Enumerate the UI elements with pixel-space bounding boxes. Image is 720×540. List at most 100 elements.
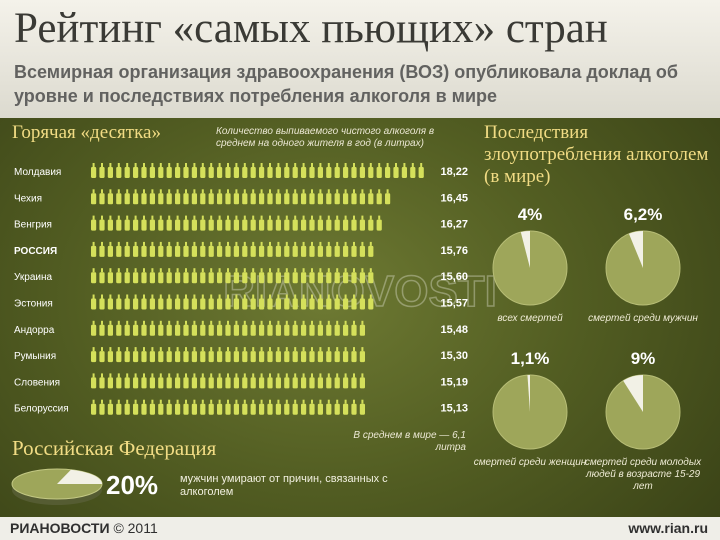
bottle-icon bbox=[133, 403, 139, 415]
bottle-icon bbox=[292, 377, 298, 389]
bottle-icon bbox=[200, 351, 206, 363]
world-average-note: В среднем в мире — 6,1 литра bbox=[353, 430, 466, 453]
bottle-neck-icon bbox=[185, 163, 187, 167]
bottle-icon bbox=[242, 351, 248, 363]
bottle-icon bbox=[91, 272, 97, 284]
bottle-icon bbox=[351, 245, 357, 257]
bottle-neck-icon bbox=[143, 373, 145, 378]
bottle-icon bbox=[317, 351, 323, 363]
bottle-neck-icon bbox=[92, 347, 95, 352]
bottle-neck-icon bbox=[227, 241, 229, 246]
bottle-icon bbox=[149, 351, 155, 363]
bottle-neck-icon bbox=[235, 215, 238, 220]
bottle-icon bbox=[166, 324, 172, 336]
bottle-neck-icon bbox=[353, 189, 355, 194]
bottle-neck-icon bbox=[218, 241, 221, 246]
bottle-neck-icon bbox=[311, 373, 313, 378]
pie-slice bbox=[628, 231, 643, 268]
bottle-neck-icon bbox=[336, 399, 339, 404]
bottle-icon bbox=[317, 167, 323, 178]
bottle-neck-icon bbox=[134, 189, 137, 194]
bottle-neck-icon bbox=[193, 347, 196, 352]
bottle-neck-icon bbox=[285, 320, 288, 325]
bottle-icon bbox=[359, 298, 365, 310]
bottle-neck-icon bbox=[302, 215, 305, 220]
bottle-icon bbox=[343, 324, 349, 336]
bottle-icon bbox=[284, 351, 290, 363]
bottle-neck-icon bbox=[134, 347, 137, 352]
bottle-icon bbox=[250, 324, 256, 336]
footer: РИАНОВОСТИ © 2011 www.rian.ru bbox=[0, 517, 720, 540]
bottle-neck-icon bbox=[252, 241, 255, 246]
bottle-neck-icon bbox=[117, 373, 120, 378]
bottle-icon bbox=[183, 403, 189, 415]
bottle-icon bbox=[275, 298, 281, 310]
bottle-icon bbox=[217, 298, 223, 310]
bottle-icon bbox=[99, 219, 105, 231]
pie-value-label: 6,2% bbox=[623, 205, 663, 224]
bottle-icon bbox=[191, 351, 197, 363]
bottle-icon bbox=[242, 245, 248, 257]
top-ten-heading: Горячая «десятка» bbox=[12, 122, 161, 143]
bottle-neck-icon bbox=[176, 268, 179, 273]
pie-slice bbox=[520, 231, 530, 268]
bottle-neck-icon bbox=[176, 215, 179, 220]
bottle-icon bbox=[267, 298, 273, 310]
bottle-icon bbox=[208, 324, 214, 336]
footer-url[interactable]: www.rian.ru bbox=[628, 520, 708, 536]
bottle-neck-icon bbox=[159, 294, 162, 299]
bottle-icon bbox=[183, 298, 189, 310]
bottle-neck-icon bbox=[151, 215, 154, 220]
bottle-icon bbox=[233, 245, 239, 257]
bottle-neck-icon bbox=[361, 399, 364, 404]
bottle-neck-icon bbox=[336, 189, 339, 194]
bottle-icon bbox=[309, 167, 315, 178]
bottle-icon bbox=[217, 245, 223, 257]
bottle-icon bbox=[158, 403, 164, 415]
bottle-neck-icon bbox=[201, 373, 204, 378]
bottle-neck-icon bbox=[176, 294, 179, 299]
bottle-icon bbox=[116, 298, 122, 310]
country-label: Румыния bbox=[14, 351, 56, 362]
bottle-neck-icon bbox=[319, 189, 322, 194]
bottle-neck-icon bbox=[344, 163, 347, 167]
bottle-neck-icon bbox=[168, 268, 171, 273]
bottle-neck-icon bbox=[218, 215, 221, 220]
bottle-icon bbox=[334, 298, 340, 310]
bottle-icon bbox=[175, 403, 181, 415]
bottle-neck-icon bbox=[117, 294, 120, 299]
bottle-neck-icon bbox=[311, 294, 313, 299]
bottle-icon bbox=[107, 324, 113, 336]
bottle-neck-icon bbox=[353, 399, 355, 404]
bottle-neck-icon bbox=[336, 268, 339, 273]
bottle-neck-icon bbox=[218, 294, 221, 299]
value-label: 16,45 bbox=[440, 192, 468, 204]
bottle-neck-icon bbox=[168, 189, 171, 194]
bottle-icon bbox=[359, 403, 365, 415]
bottle-neck-icon bbox=[361, 189, 364, 194]
bottle-icon bbox=[91, 377, 97, 389]
bottle-neck-icon bbox=[151, 294, 154, 299]
bottle-neck-icon bbox=[336, 347, 339, 352]
bottle-neck-icon bbox=[285, 347, 288, 352]
bottle-neck-icon bbox=[159, 347, 162, 352]
country-label: Украина bbox=[14, 272, 53, 283]
bottle-neck-icon bbox=[378, 163, 381, 167]
bottle-neck-icon bbox=[235, 268, 238, 273]
bottle-icon bbox=[301, 245, 307, 257]
bottle-icon bbox=[149, 193, 155, 205]
bottle-icon bbox=[116, 377, 122, 389]
bottle-neck-icon bbox=[101, 241, 103, 246]
bottle-icon bbox=[233, 377, 239, 389]
bottle-neck-icon bbox=[109, 189, 112, 194]
bottle-icon bbox=[334, 245, 340, 257]
bottle-neck-icon bbox=[336, 241, 339, 246]
bottle-icon bbox=[200, 324, 206, 336]
bottle-neck-icon bbox=[176, 163, 179, 167]
bottle-icon bbox=[133, 298, 139, 310]
country-label: Чехия bbox=[14, 193, 42, 204]
bottle-neck-icon bbox=[235, 320, 238, 325]
bottle-icon bbox=[317, 298, 323, 310]
bottle-icon bbox=[351, 324, 357, 336]
bottle-neck-icon bbox=[92, 189, 95, 194]
